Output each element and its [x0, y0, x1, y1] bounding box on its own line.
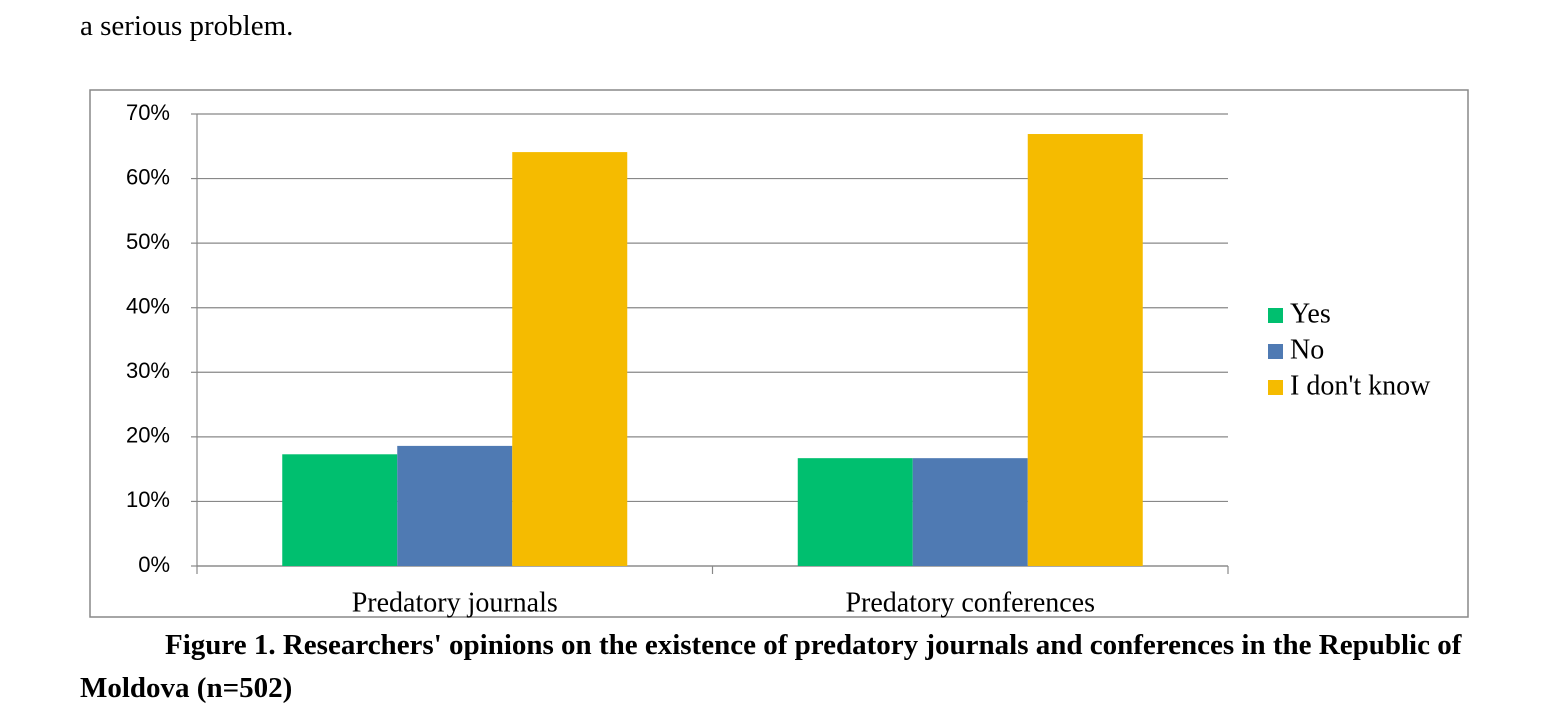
legend-label: I don't know: [1290, 370, 1431, 401]
y-tick-label: 10%: [126, 487, 170, 512]
legend-swatch: [1268, 380, 1283, 395]
y-tick-label: 40%: [126, 294, 170, 319]
chart-frame: [89, 89, 1469, 618]
y-tick-label: 0%: [138, 552, 170, 577]
x-tick-label: Predatory conferences: [845, 587, 1095, 618]
y-tick-label: 30%: [126, 358, 170, 383]
x-tick-label: Predatory journals: [352, 587, 558, 618]
bar: [512, 152, 628, 566]
bar: [282, 454, 398, 566]
bar: [397, 445, 513, 566]
bar: [797, 458, 913, 566]
bar: [1027, 134, 1143, 566]
legend-label: No: [1290, 334, 1324, 365]
legend-swatch: [1268, 344, 1283, 359]
y-tick-label: 50%: [126, 229, 170, 254]
y-tick-label: 20%: [126, 423, 170, 448]
figure-caption: Figure 1. Researchers' opinions on the e…: [80, 629, 1462, 704]
y-tick-label: 70%: [126, 100, 170, 125]
paragraph-text: a serious problem.: [80, 10, 294, 42]
y-tick-label: 60%: [126, 164, 170, 189]
legend-label: Yes: [1290, 298, 1331, 329]
legend-swatch: [1268, 308, 1283, 323]
bar: [912, 458, 1028, 566]
